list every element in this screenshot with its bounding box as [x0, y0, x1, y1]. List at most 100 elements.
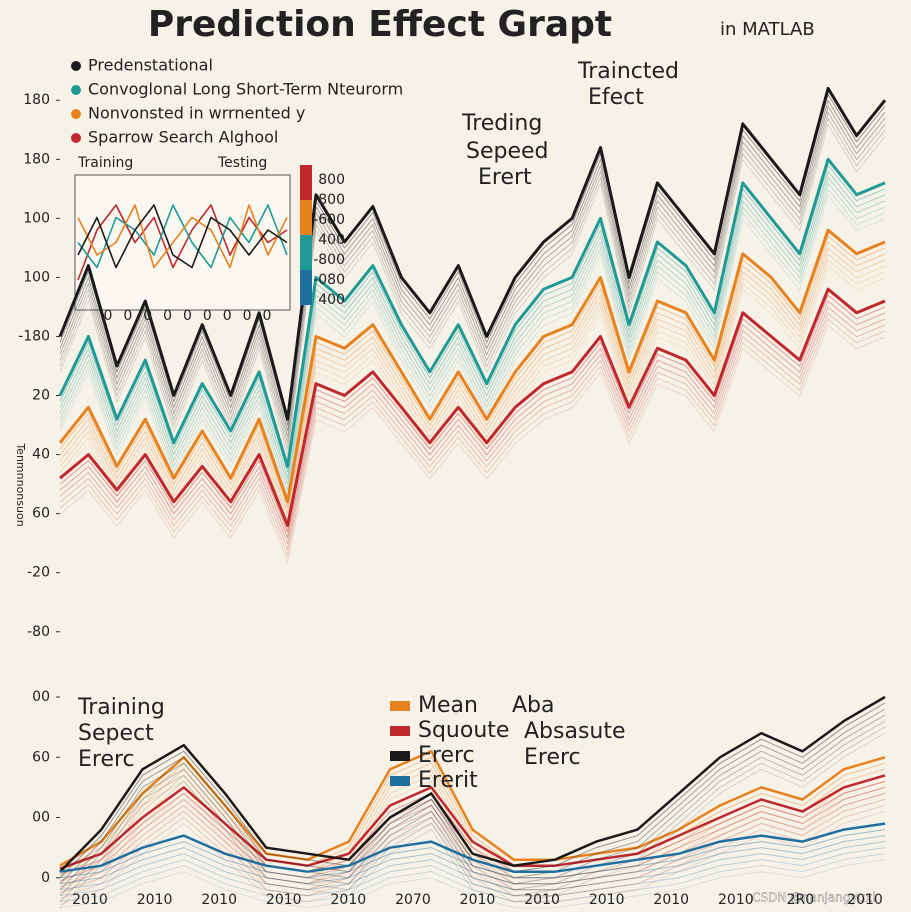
texture-line: [59, 123, 886, 456]
chart-title: Prediction Effect Grapt: [148, 4, 612, 45]
annotation: Testing: [217, 155, 267, 171]
texture-line: [59, 726, 886, 903]
y-tick-label: 0: [41, 870, 50, 886]
x-tick-label: 2010: [653, 892, 689, 908]
texture-line: [59, 756, 886, 873]
legend-swatch: [390, 751, 410, 761]
y-tick-label: 00: [32, 689, 50, 705]
y-tick-label: 100: [23, 210, 50, 226]
colorbar-label: -080: [313, 272, 345, 288]
texture-line: [59, 841, 886, 891]
series-line: [59, 287, 886, 527]
x-tick-label: 0: [223, 308, 232, 324]
x-tick-label: 2010: [137, 892, 173, 908]
texture-line: [59, 164, 886, 473]
colorbar: [300, 235, 312, 270]
legend-swatch: [71, 133, 81, 143]
texture-line: [59, 117, 886, 450]
x-tick-label: 2070: [395, 892, 431, 908]
texture-line: [59, 732, 886, 909]
legend-label: Sparrow Search Alghool: [88, 128, 278, 147]
texture-line: [59, 235, 886, 508]
legend-swatch: [71, 85, 81, 95]
legend-swatch: [390, 776, 410, 786]
texture-line: [59, 835, 886, 885]
x-tick-label: 0: [183, 308, 192, 324]
legend-label: Squoute: [418, 718, 509, 743]
y-axis-label: Tenmnnonsuon: [14, 442, 27, 526]
texture-line: [59, 300, 886, 540]
texture-line: [59, 804, 886, 900]
legend-label: Predenstational: [88, 56, 213, 75]
y-tick-label: 60: [32, 506, 50, 522]
texture-line: [59, 182, 886, 491]
colorbar: [300, 270, 312, 305]
x-tick-label: 2010: [524, 892, 560, 908]
x-tick-label: 0: [143, 308, 152, 324]
x-tick-label: 2010: [266, 892, 302, 908]
legend-swatch: [390, 726, 410, 736]
legend-label: Mean: [418, 693, 478, 718]
series-line: [58, 86, 887, 421]
texture-line: [59, 720, 886, 897]
texture-line: [59, 170, 886, 479]
texture-line: [59, 318, 886, 558]
x-tick-label: 0: [104, 308, 113, 324]
series-line: [59, 822, 886, 873]
texture-line: [59, 859, 886, 909]
x-tick-label: 0: [163, 308, 172, 324]
y-tick-label: -80: [27, 624, 50, 640]
texture-line: [59, 105, 886, 438]
series-line: [77, 204, 288, 269]
series-line: [58, 228, 886, 504]
colorbar-label: -600: [313, 212, 345, 228]
texture-line: [59, 93, 886, 426]
watermark: CSDN @nanjangyuxi: [752, 891, 876, 905]
x-tick-label: 2010: [718, 892, 754, 908]
texture-line: [59, 324, 886, 564]
texture-line: [59, 99, 886, 432]
texture-line: [59, 247, 886, 520]
colorbar: [300, 200, 312, 235]
series-line: [77, 204, 288, 281]
y-tick-label: -180: [18, 328, 50, 344]
legend-swatch: [390, 701, 410, 711]
y-tick-label: 20: [32, 388, 50, 404]
x-tick-label: 2010: [589, 892, 625, 908]
y-tick-label: 00: [32, 810, 50, 826]
x-tick-label: 2010: [201, 892, 237, 908]
annotation: Traincted: [577, 59, 679, 84]
texture-line: [59, 708, 886, 885]
annotation: Aba: [512, 693, 555, 718]
colorbar-label: 800: [318, 172, 345, 188]
annotation: Training: [77, 155, 133, 171]
annotation: Treding: [461, 111, 542, 136]
x-tick-label: 2010: [460, 892, 496, 908]
texture-line: [59, 294, 886, 534]
annotation: Ererc: [78, 747, 135, 772]
x-tick-label: 0: [123, 308, 132, 324]
texture-line: [59, 253, 886, 526]
colorbar-label: 400: [318, 232, 345, 248]
series-line: [59, 750, 886, 867]
legend-label: Nonvonsted in wrrnented y: [88, 104, 305, 123]
y-tick-label: -20: [27, 565, 50, 581]
texture-line: [59, 847, 886, 897]
inset-frame: [74, 174, 291, 311]
legend-label: Ererc: [418, 743, 475, 768]
texture-line: [59, 306, 886, 546]
legend-swatch: [71, 61, 81, 71]
texture-line: [59, 265, 886, 538]
annotation: Training: [77, 695, 165, 720]
series-line: [77, 204, 288, 269]
series-line: [59, 774, 886, 870]
texture-line: [59, 780, 886, 876]
texture-line: [59, 188, 886, 497]
annotation: Erert: [478, 165, 532, 190]
texture-line: [59, 786, 886, 903]
legend-label: Convoglonal Long Short-Term Nteurorm: [88, 80, 403, 99]
y-tick-label: 60: [32, 749, 50, 765]
texture-line: [59, 241, 886, 514]
legend-label: Ererit: [418, 768, 478, 793]
